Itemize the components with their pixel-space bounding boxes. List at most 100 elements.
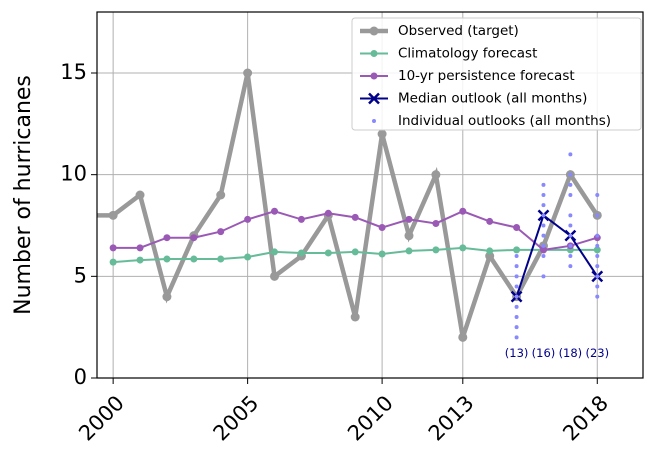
outlook-point <box>541 254 546 258</box>
point <box>513 224 521 232</box>
x-tick-label: 2013 <box>424 391 479 446</box>
point <box>513 246 521 254</box>
outlook-point <box>595 193 600 197</box>
x-tick-label: 2000 <box>74 391 129 446</box>
outlook-point <box>514 335 519 340</box>
outlook-point <box>541 243 546 248</box>
point <box>190 255 198 263</box>
outlook-point <box>595 294 600 299</box>
outlook-point <box>568 254 573 258</box>
point <box>405 247 413 255</box>
point <box>243 68 253 78</box>
legend-swatch <box>372 119 376 123</box>
outlook-point <box>595 243 600 248</box>
outlook-point <box>595 233 600 238</box>
point <box>109 258 117 266</box>
point <box>377 129 387 139</box>
outlook-point <box>568 193 573 197</box>
point <box>270 271 280 281</box>
point <box>82 211 91 220</box>
point <box>378 224 386 232</box>
point <box>539 246 547 254</box>
point <box>136 256 144 264</box>
x-tick-label: 2005 <box>209 391 264 446</box>
point <box>136 244 144 252</box>
point <box>297 249 305 257</box>
outlook-point <box>568 264 573 269</box>
y-tick-label: 5 <box>74 263 87 287</box>
point <box>162 292 172 302</box>
point <box>459 244 467 252</box>
legend-label: Observed (target) <box>398 23 519 39</box>
y-tick-label: 0 <box>74 365 87 389</box>
series-line <box>515 213 599 297</box>
point <box>297 215 305 223</box>
annotation: (23) <box>585 346 609 360</box>
point <box>271 207 279 215</box>
outlook-point <box>541 203 546 208</box>
outlook-point <box>595 213 600 218</box>
point <box>458 332 468 342</box>
legend-label: 10-yr persistence forecast <box>398 68 575 84</box>
outlook-point <box>595 274 600 279</box>
outlook-point <box>541 182 546 187</box>
point <box>432 219 440 227</box>
legend-swatch <box>368 92 380 105</box>
point <box>216 190 226 200</box>
legend-label: Median outlook (all months) <box>398 91 587 107</box>
point <box>163 255 171 263</box>
point <box>486 217 494 225</box>
outlook-point <box>568 223 573 228</box>
outlook-point <box>514 254 519 258</box>
point <box>135 190 145 200</box>
outlook-point <box>514 274 519 279</box>
series-line <box>97 72 600 339</box>
outlook-point <box>568 243 573 248</box>
legend-label: Individual outlooks (all months) <box>398 113 611 129</box>
outlook-point <box>568 172 573 177</box>
point <box>190 234 198 242</box>
outlook-point <box>541 233 546 238</box>
outlook-point <box>568 152 573 157</box>
outlook-point <box>514 264 519 269</box>
outlook-point <box>595 254 600 258</box>
point <box>217 255 225 263</box>
point <box>404 231 414 241</box>
annotation: (16) <box>532 346 556 360</box>
point <box>378 250 386 258</box>
outlook-point <box>541 213 546 218</box>
point <box>431 170 441 180</box>
outlook-point <box>568 182 573 187</box>
outlook-point <box>514 294 519 299</box>
legend-box <box>351 17 642 131</box>
outlook-point <box>541 274 546 279</box>
point <box>485 251 495 261</box>
outlook-point <box>514 325 519 330</box>
annotation: (13) <box>505 346 529 360</box>
plot-frame <box>96 11 644 379</box>
point <box>350 312 360 322</box>
legend-swatch <box>370 72 378 80</box>
point <box>405 215 413 223</box>
y-tick-label: 15 <box>60 60 87 84</box>
point <box>244 215 252 223</box>
outlook-point <box>514 315 519 319</box>
point <box>593 246 601 254</box>
annotation: (18) <box>559 346 583 360</box>
point <box>324 209 332 217</box>
point <box>109 244 117 252</box>
point <box>486 247 494 255</box>
point <box>217 228 225 236</box>
outlook-point <box>595 264 600 269</box>
outlook-point <box>514 284 519 289</box>
point <box>324 249 332 257</box>
point <box>351 213 359 221</box>
outlook-point <box>568 233 573 238</box>
legend-label: Climatology forecast <box>398 46 537 62</box>
point <box>244 253 252 261</box>
point <box>351 248 359 256</box>
point <box>271 248 279 256</box>
outlook-point <box>514 304 519 309</box>
outlook-point <box>541 193 546 197</box>
